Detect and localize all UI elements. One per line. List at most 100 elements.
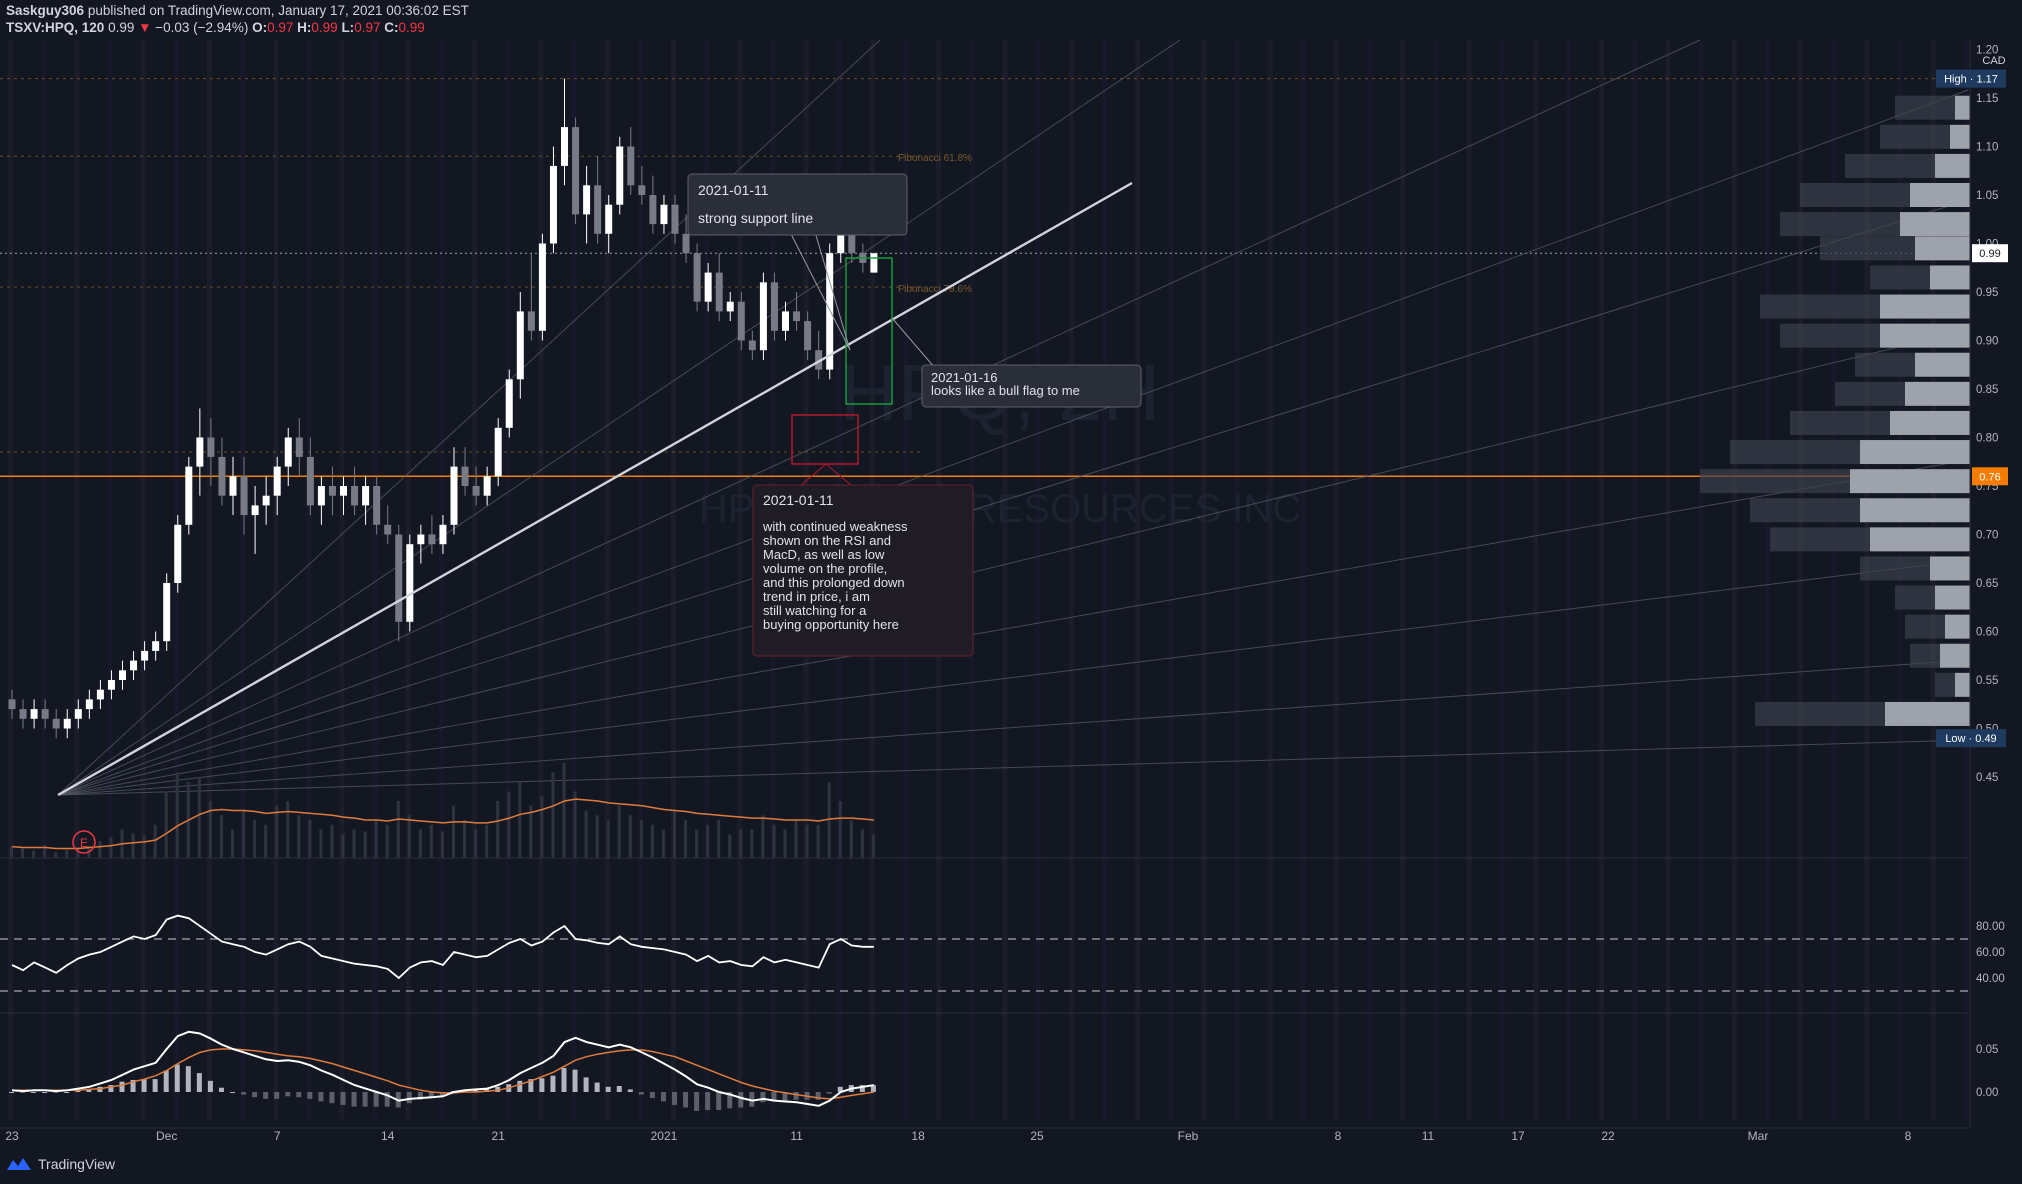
volume-bar bbox=[573, 791, 577, 858]
callout-bullflag-text: looks like a bull flag to me bbox=[931, 383, 1080, 398]
volume-bar bbox=[407, 815, 411, 858]
session-band bbox=[1002, 40, 1008, 1120]
candle-body bbox=[483, 476, 491, 496]
price-tick: 0.55 bbox=[1976, 675, 1998, 687]
session-band bbox=[273, 40, 279, 1120]
macd-histogram-bar bbox=[42, 1092, 48, 1093]
macd-histogram-bar bbox=[749, 1092, 755, 1107]
last-price: 0.99 bbox=[108, 20, 135, 35]
volume-bar bbox=[231, 829, 234, 858]
price-label: Low · 0.49 bbox=[1945, 733, 1996, 745]
profile-bar-down bbox=[1935, 153, 1970, 178]
profile-bar-down bbox=[1860, 440, 1970, 465]
volume-bar bbox=[208, 801, 212, 858]
candle-body bbox=[759, 282, 767, 351]
candle-body bbox=[317, 486, 325, 506]
macd-histogram-bar bbox=[241, 1092, 247, 1095]
candles bbox=[8, 78, 878, 739]
volume-bar bbox=[584, 810, 588, 858]
macd-histogram-bar bbox=[31, 1092, 37, 1093]
rsi-tick: 40.00 bbox=[1976, 973, 2005, 985]
tradingview-brand[interactable]: TradingView bbox=[6, 1156, 115, 1172]
session-band bbox=[1201, 40, 1207, 1120]
profile-bar-down bbox=[1950, 124, 1970, 149]
profile-bar-down bbox=[1870, 527, 1970, 552]
macd-histogram-bar bbox=[517, 1080, 523, 1092]
session-band bbox=[1168, 40, 1174, 1120]
symbol-label[interactable]: TSXV:HPQ, 120 bbox=[6, 20, 105, 35]
author-name[interactable]: Saskguy306 bbox=[6, 3, 85, 18]
volume-bar bbox=[673, 810, 676, 858]
callout-pointer bbox=[814, 231, 851, 351]
candle-body bbox=[815, 350, 823, 370]
volume-bar bbox=[507, 791, 511, 858]
volume-bar bbox=[750, 829, 754, 858]
candle-body bbox=[527, 311, 535, 331]
drawings: E bbox=[57, 181, 1133, 854]
session-band bbox=[1466, 40, 1472, 1120]
candle-body bbox=[174, 524, 182, 583]
volume-bar bbox=[650, 824, 654, 858]
price-tick: 1.15 bbox=[1976, 93, 1998, 105]
session-band bbox=[1400, 40, 1406, 1120]
macd-histogram-bar bbox=[417, 1092, 423, 1100]
callout-weakness-text-line: shown on the RSI and bbox=[763, 533, 891, 548]
macd-histogram-bar bbox=[252, 1092, 258, 1098]
macd-histogram-bar bbox=[616, 1085, 622, 1092]
candle-body bbox=[96, 689, 104, 700]
fan-line bbox=[57, 89, 1969, 796]
volume-ma-line bbox=[11, 798, 874, 850]
candle-body bbox=[8, 699, 16, 710]
volume-bar bbox=[827, 782, 831, 858]
candle-body bbox=[373, 486, 381, 525]
candle-body bbox=[240, 476, 248, 516]
session-band bbox=[1665, 40, 1671, 1120]
time-tick: Feb bbox=[1178, 1129, 1199, 1143]
session-band bbox=[1334, 40, 1339, 1120]
volume-profile bbox=[1700, 95, 1970, 726]
macd-histogram-bar bbox=[782, 1092, 788, 1101]
profile-bar-up bbox=[1895, 585, 1935, 610]
macd-histogram-bar bbox=[218, 1087, 224, 1092]
time-tick: Dec bbox=[156, 1129, 177, 1143]
candle-body bbox=[152, 641, 160, 651]
profile-bar-down bbox=[1850, 469, 1970, 494]
callout-support-text: strong support line bbox=[698, 210, 813, 226]
callout-pointer bbox=[825, 463, 853, 487]
candle-body bbox=[439, 524, 447, 545]
fan-line bbox=[57, 739, 1969, 796]
profile-bar-up bbox=[1780, 212, 1900, 237]
price-label: 0.99 bbox=[1979, 248, 2000, 260]
session-band bbox=[372, 40, 378, 1120]
candle-body bbox=[472, 486, 480, 496]
macd-histogram-bar bbox=[672, 1092, 677, 1105]
volume-bar bbox=[418, 829, 422, 858]
fan-line bbox=[57, 459, 1969, 796]
candle-body bbox=[793, 311, 801, 322]
volume-bar bbox=[175, 772, 179, 858]
macd-histogram-bar bbox=[86, 1089, 92, 1092]
profile-bar-up bbox=[1770, 527, 1870, 552]
session-band bbox=[74, 40, 80, 1120]
vertical-session-bands bbox=[8, 40, 1969, 1120]
session-band bbox=[1433, 40, 1439, 1120]
close-label: C: bbox=[384, 20, 399, 35]
chart-header-line2: TSXV:HPQ, 120 0.99 ▼ −0.03 (−2.94%) O:0.… bbox=[6, 20, 425, 35]
chart-header-line1: Saskguy306 published on TradingView.com,… bbox=[6, 3, 469, 18]
open-label: O: bbox=[252, 20, 268, 35]
macd-histogram-bar bbox=[230, 1092, 235, 1093]
macd-histogram-bar bbox=[705, 1092, 711, 1111]
candle-body bbox=[538, 243, 546, 331]
candle-body bbox=[748, 340, 756, 351]
profile-bar-down bbox=[1935, 585, 1970, 610]
annotations: 2021-01-11 strong support line 2021-01-16l… bbox=[687, 173, 1142, 657]
macd-histogram-bar bbox=[53, 1092, 59, 1093]
candle-body bbox=[340, 486, 347, 496]
profile-bar-up bbox=[1700, 469, 1850, 494]
profile-bar-down bbox=[1905, 381, 1970, 406]
candle-body bbox=[196, 437, 204, 467]
price-change: −0.03 (−2.94%) bbox=[155, 20, 249, 35]
callout-pointer bbox=[891, 317, 936, 369]
callout-pointer bbox=[799, 463, 827, 487]
